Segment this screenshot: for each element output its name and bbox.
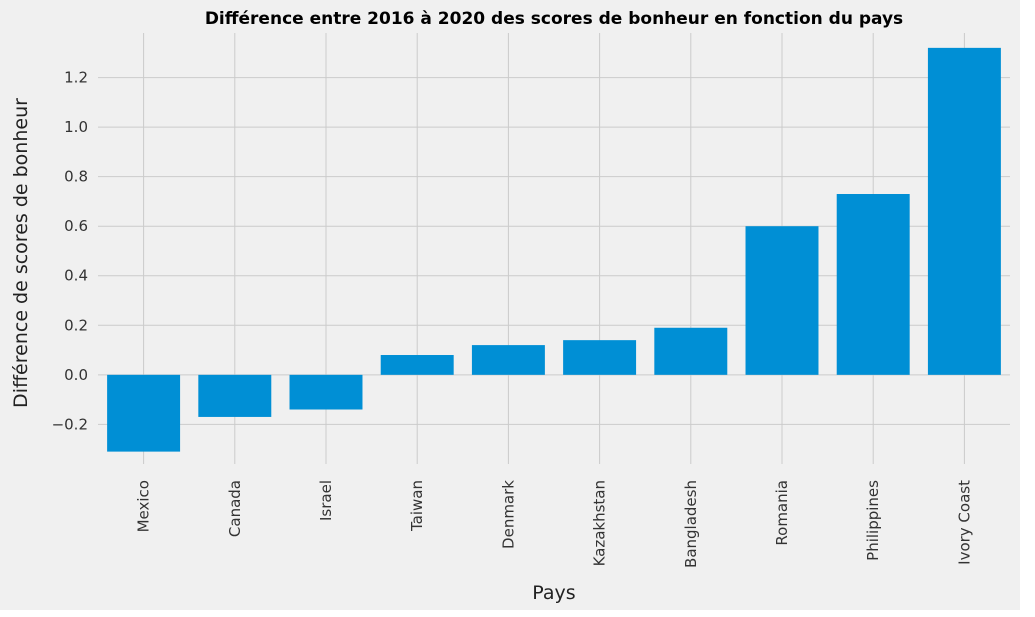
x-axis-label: Pays: [532, 582, 575, 604]
y-tick-label: 1.2: [64, 69, 88, 87]
y-tick-label: 1.0: [64, 118, 88, 136]
chart-figure: −0.2 0.0 0.2 0.4 0.6 0.8 1.0 1.2 Mexico Canada Is…: [0, 0, 1020, 610]
y-tick-label: 0.0: [64, 366, 88, 384]
chart-title: Différence entre 2016 à 2020 des scores …: [205, 9, 903, 29]
bar: [836, 194, 910, 375]
y-axis-label: Différence de scores de bonheur: [10, 98, 32, 408]
y-tick-label: 0.2: [64, 316, 88, 334]
x-tick-label: Philippines: [864, 480, 882, 561]
y-tick-label: 0.6: [64, 217, 88, 235]
bar: [563, 340, 637, 375]
bar: [198, 374, 272, 417]
bar-chart: −0.2 0.0 0.2 0.4 0.6 0.8 1.0 1.2 Mexico Canada Is…: [10, 9, 1010, 604]
bar: [745, 226, 819, 375]
y-tick-label: 0.8: [64, 168, 88, 186]
bar: [471, 345, 545, 375]
bar: [654, 327, 728, 375]
y-axis-ticks: −0.2 0.0 0.2 0.4 0.6 0.8 1.0 1.2: [52, 69, 88, 434]
bar: [289, 374, 363, 410]
bar: [927, 47, 1001, 375]
x-tick-label: Mexico: [135, 480, 153, 532]
x-tick-label: Canada: [226, 480, 244, 537]
bar: [107, 374, 181, 452]
bars: [107, 47, 1001, 452]
x-tick-label: Israel: [317, 480, 335, 521]
y-tick-label: 0.4: [64, 267, 88, 285]
y-tick-label: −0.2: [52, 415, 88, 433]
x-tick-label: Denmark: [499, 480, 517, 549]
bar: [380, 355, 454, 375]
x-tick-label: Kazakhstan: [591, 480, 609, 566]
x-axis-ticks: Mexico Canada Israel Taiwan Denmark Kazakhsta…: [135, 480, 974, 568]
x-tick-label: Bangladesh: [682, 480, 700, 568]
x-tick-label: Ivory Coast: [955, 480, 973, 565]
x-tick-label: Taiwan: [408, 480, 426, 532]
x-tick-label: Romania: [773, 480, 791, 546]
